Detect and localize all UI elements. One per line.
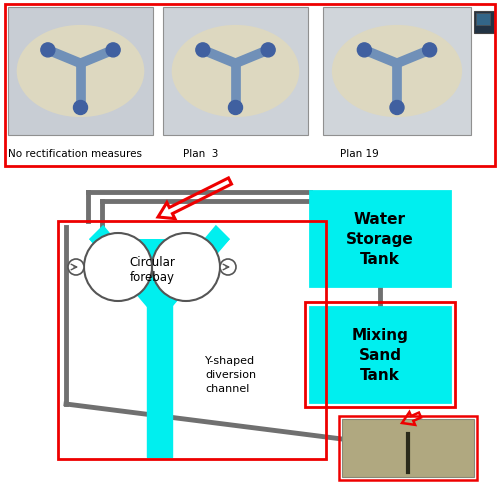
- Polygon shape: [89, 226, 167, 302]
- FancyBboxPatch shape: [310, 307, 450, 402]
- Text: Circular
forebay: Circular forebay: [129, 256, 175, 284]
- Text: Plan  3: Plan 3: [183, 149, 218, 159]
- Circle shape: [220, 259, 236, 275]
- Circle shape: [106, 44, 120, 58]
- FancyBboxPatch shape: [163, 8, 308, 136]
- FancyBboxPatch shape: [323, 8, 471, 136]
- Circle shape: [84, 233, 152, 302]
- Circle shape: [358, 44, 372, 58]
- Ellipse shape: [332, 26, 462, 118]
- FancyBboxPatch shape: [342, 419, 474, 477]
- Circle shape: [41, 44, 55, 58]
- Text: Plan 19: Plan 19: [340, 149, 379, 159]
- Polygon shape: [89, 240, 230, 319]
- Circle shape: [390, 101, 404, 115]
- FancyBboxPatch shape: [310, 192, 450, 287]
- Text: Mixing
Sand
Tank: Mixing Sand Tank: [352, 328, 408, 382]
- Text: No rectification measures: No rectification measures: [8, 149, 142, 159]
- FancyBboxPatch shape: [476, 14, 490, 26]
- Circle shape: [152, 233, 220, 302]
- FancyBboxPatch shape: [474, 12, 494, 34]
- Ellipse shape: [172, 26, 300, 118]
- Circle shape: [196, 44, 210, 58]
- Circle shape: [261, 44, 275, 58]
- Circle shape: [74, 101, 88, 115]
- Ellipse shape: [16, 26, 144, 118]
- Polygon shape: [152, 226, 230, 302]
- Circle shape: [422, 44, 436, 58]
- Circle shape: [228, 101, 242, 115]
- Text: Y-shaped
diversion
channel: Y-shaped diversion channel: [205, 355, 256, 393]
- Circle shape: [68, 259, 84, 275]
- Text: Water
Storage
Tank: Water Storage Tank: [346, 212, 414, 266]
- FancyBboxPatch shape: [8, 8, 153, 136]
